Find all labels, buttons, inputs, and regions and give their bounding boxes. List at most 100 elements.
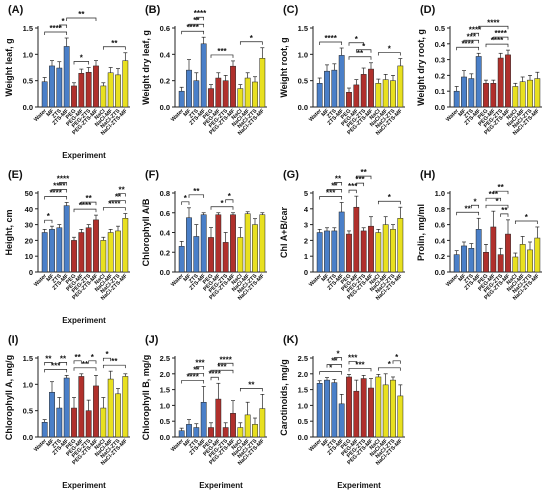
- significance-label: *: [47, 212, 51, 221]
- bar: [527, 79, 533, 108]
- significance-label: ***: [489, 190, 499, 199]
- bar: [483, 252, 489, 273]
- significance-bracket: [225, 199, 234, 203]
- bar: [324, 70, 330, 108]
- bar: [56, 67, 63, 108]
- y-tick-label: 1.5: [23, 354, 33, 363]
- significance-label: **: [86, 194, 93, 203]
- significance-bracket: [217, 362, 234, 367]
- significance-label: *: [525, 213, 529, 222]
- significance-bracket: [195, 366, 205, 370]
- bar: [230, 214, 236, 273]
- significance-bracket: [348, 56, 372, 60]
- significance-label: *: [91, 353, 95, 362]
- y-tick-label: 1.5: [298, 24, 308, 33]
- significance-label: ***: [51, 361, 61, 370]
- bar: [353, 84, 360, 108]
- bar: [178, 430, 185, 438]
- x-tick-label: MF: [458, 273, 468, 283]
- y-tick-label: 40: [25, 205, 33, 214]
- y-tick-label: 0.0: [298, 433, 308, 442]
- bar: [453, 254, 460, 273]
- bar: [505, 233, 511, 273]
- y-tick-label: 5: [304, 189, 308, 198]
- significance-label: **: [465, 204, 472, 213]
- x-tick-label: MF: [458, 108, 468, 118]
- significance-bracket: [73, 61, 90, 65]
- y-tick-label: 0.6: [160, 209, 170, 218]
- bar: [316, 232, 323, 273]
- bar: [41, 422, 48, 438]
- bar: [78, 73, 85, 108]
- significance-bracket: [333, 357, 343, 361]
- bar: [222, 242, 229, 273]
- bar: [397, 65, 404, 108]
- y-tick-label: 2: [304, 236, 308, 245]
- y-tick-label: 1.0: [298, 50, 308, 59]
- chart-panel: (B)Weight dry leaf, g0.00.20.40.6WaterMF…: [141, 4, 267, 137]
- significance-bracket: [514, 220, 538, 224]
- x-tick-label: ZTS: [51, 273, 63, 285]
- y-tick-label: 2.0: [298, 370, 308, 379]
- bar: [115, 393, 121, 438]
- y-tick-label: 0.5: [160, 417, 170, 426]
- x-tick-label: MF: [46, 108, 56, 118]
- bar: [338, 55, 345, 108]
- significance-bracket: [456, 46, 480, 51]
- significance-bracket: [195, 16, 205, 21]
- significance-bracket: [181, 201, 190, 205]
- bar: [186, 424, 192, 438]
- significance-label: **: [193, 16, 200, 25]
- significance-label: ****: [57, 174, 70, 183]
- significance-label: **: [335, 174, 342, 183]
- significance-bracket: [485, 204, 509, 209]
- bar: [259, 58, 266, 108]
- significance-bracket: [44, 219, 53, 224]
- significance-label: *: [61, 17, 65, 26]
- significance-label: ****: [49, 24, 62, 33]
- bar: [107, 232, 114, 273]
- bar: [360, 230, 367, 273]
- panel-label: (K): [283, 334, 299, 346]
- significance-label: ****: [324, 34, 337, 43]
- significance-bracket: [102, 207, 126, 211]
- bar: [534, 78, 541, 108]
- bar: [375, 376, 382, 438]
- bar: [346, 233, 352, 273]
- significance-label: ****: [194, 9, 207, 18]
- bar: [63, 377, 70, 438]
- significance-label: ****: [186, 23, 199, 32]
- bar: [382, 384, 389, 438]
- significance-label: ****: [49, 188, 62, 197]
- y-tick-label: 0.1: [435, 87, 445, 96]
- bar: [93, 219, 99, 273]
- bar: [85, 227, 92, 273]
- chart-panel: (A)Weight leaf, g0.00.51.01.5WaterMFZTSZ…: [4, 4, 130, 160]
- significance-bracket: [348, 189, 357, 194]
- bar: [200, 43, 207, 108]
- significance-bracket: [181, 30, 205, 35]
- bar: [483, 83, 489, 108]
- bar: [316, 83, 323, 108]
- y-tick-label: 0.5: [23, 407, 33, 416]
- significance-bracket: [210, 376, 219, 381]
- y-axis-label: Weight dry root, g: [416, 29, 426, 106]
- bar: [512, 86, 519, 108]
- significance-bracket: [181, 380, 205, 384]
- significance-bracket: [348, 368, 372, 372]
- bar: [353, 206, 360, 273]
- significance-bracket: [66, 17, 97, 22]
- significance-label: ****: [53, 181, 66, 190]
- bar: [56, 227, 63, 273]
- significance-label: ***: [348, 353, 358, 362]
- panel-label: (H): [420, 169, 436, 181]
- x-tick-label: ZTS: [463, 108, 475, 120]
- significance-bracket: [44, 362, 53, 366]
- significance-bracket: [188, 194, 205, 198]
- y-tick-label: 3: [304, 221, 308, 230]
- bar: [397, 395, 404, 438]
- significance-bracket: [210, 369, 234, 374]
- bar: [208, 237, 214, 273]
- bar: [230, 413, 236, 438]
- x-tick-label: ZTS: [326, 273, 338, 285]
